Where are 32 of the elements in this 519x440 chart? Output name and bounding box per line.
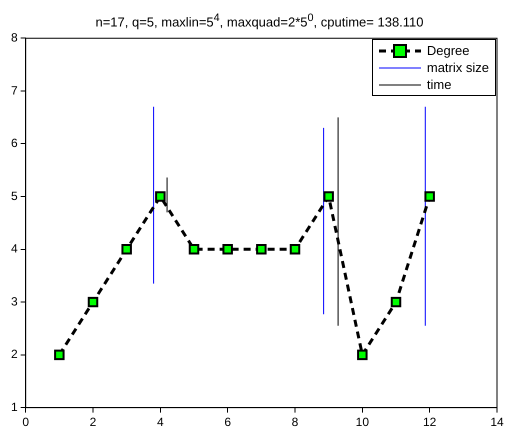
x-tick-label: 14 — [490, 415, 504, 430]
y-tick-label: 2 — [10, 347, 18, 362]
point — [188, 244, 200, 255]
y-tick-label: 8 — [10, 30, 18, 45]
x-tick-label: 0 — [22, 415, 30, 430]
point — [121, 244, 132, 255]
point — [390, 296, 402, 308]
point — [256, 244, 267, 255]
x-tick-label: 4 — [156, 415, 164, 430]
y-tick-label: 3 — [10, 294, 18, 308]
legend-label: matrix size — [426, 59, 489, 76]
x-tick-label: 2 — [90, 415, 97, 430]
point — [357, 350, 368, 360]
point — [155, 191, 166, 202]
y-tick-label: 6 — [10, 136, 18, 150]
point — [323, 191, 334, 202]
y-tick-label: 4 — [10, 242, 18, 256]
point — [424, 191, 435, 202]
x-tick-label: 8 — [292, 415, 299, 430]
legend-label: Degree — [426, 42, 470, 60]
point — [88, 296, 98, 308]
point — [222, 244, 233, 255]
chart-title: n=17, q=5, maxlin=5$^{4}$, maxquad=2*5$^{0}$, cputime= 138.110 — [94, 11, 425, 30]
y-tick-label: 1 — [10, 400, 18, 414]
x-tick-label: 10 — [356, 415, 370, 430]
legend-label: time — [426, 76, 452, 94]
x-tick-label: 12 — [422, 415, 437, 430]
x-tick-label: 6 — [224, 415, 232, 430]
point — [54, 350, 65, 360]
y-tick-label: 5 — [10, 188, 18, 203]
point — [290, 244, 300, 255]
y-tick-label: 7 — [10, 83, 18, 98]
